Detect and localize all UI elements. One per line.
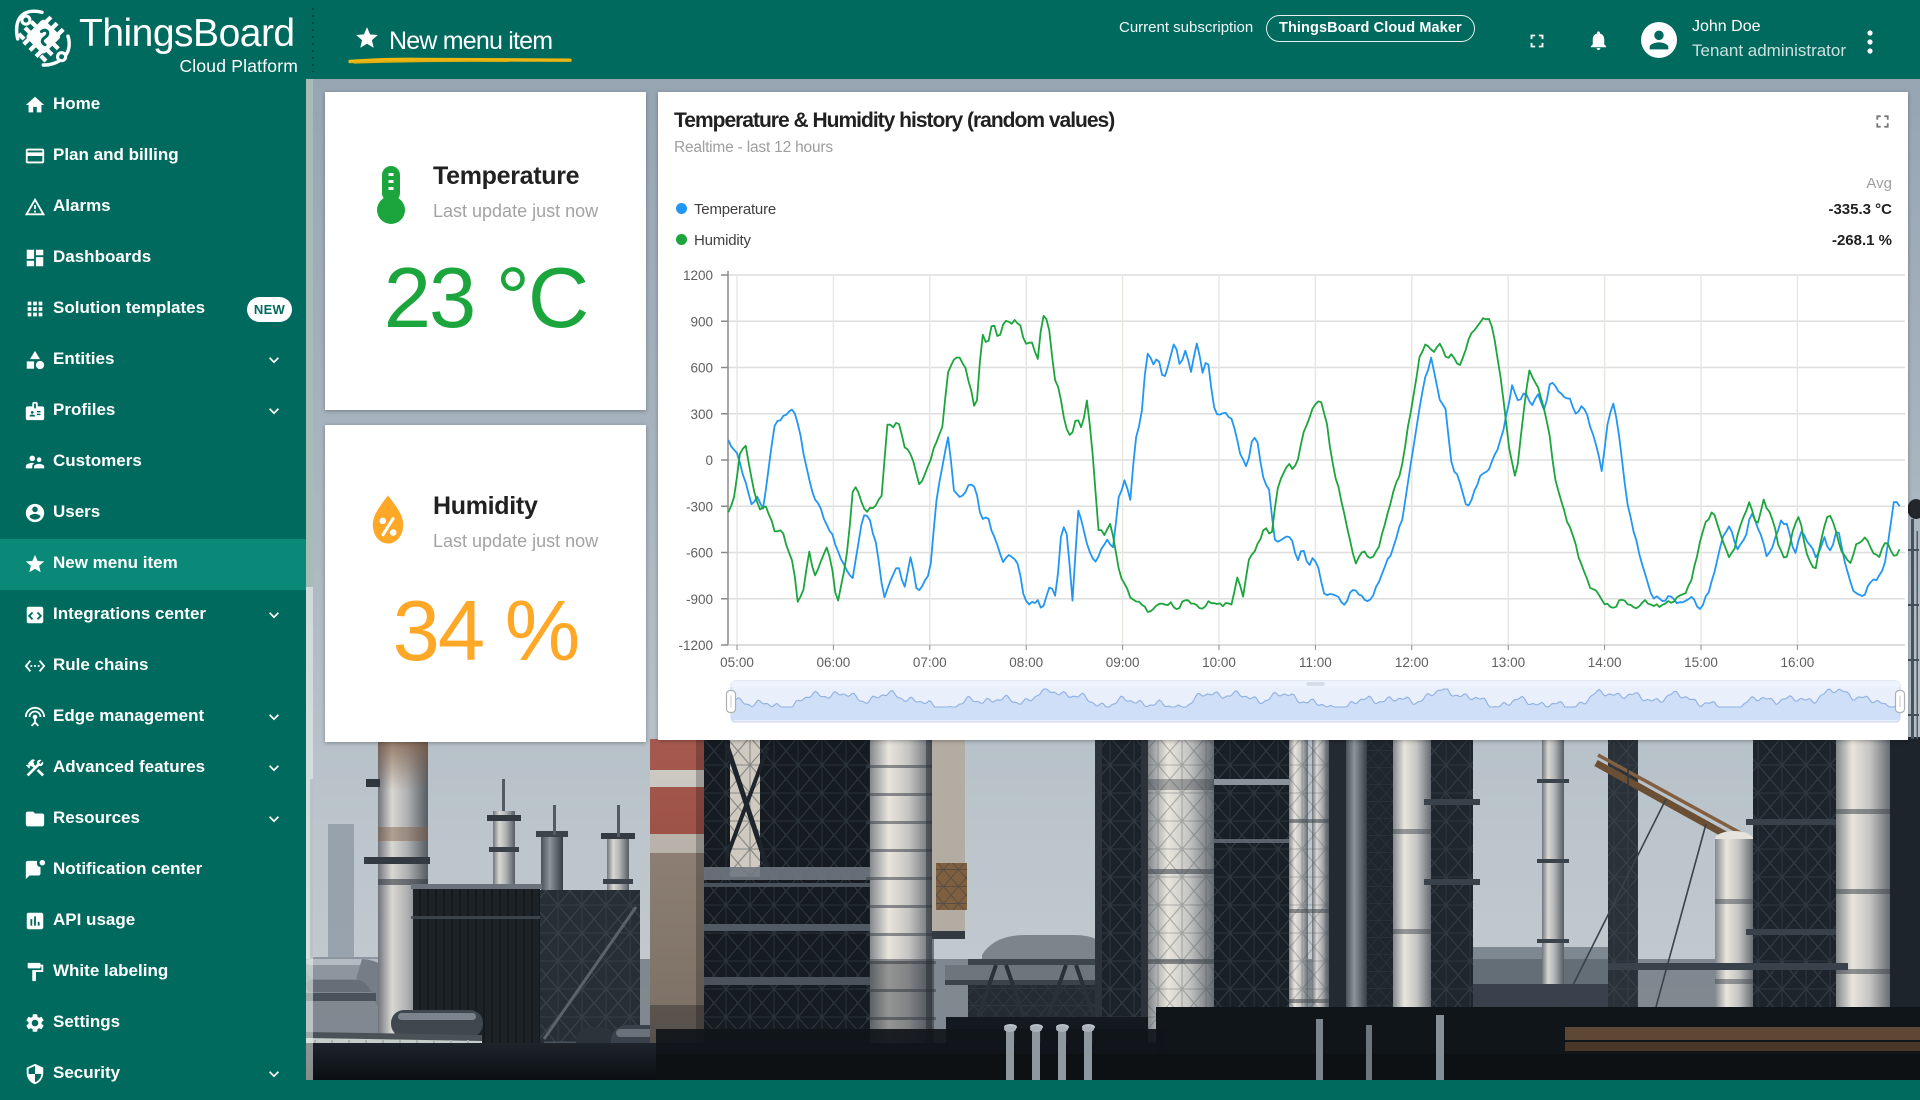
svg-text:0: 0: [705, 453, 713, 468]
svg-text:08:00: 08:00: [1009, 655, 1043, 670]
svg-text:09:00: 09:00: [1106, 655, 1140, 670]
svg-text:05:00: 05:00: [720, 655, 754, 670]
svg-text:16:00: 16:00: [1781, 655, 1815, 670]
svg-text:13:00: 13:00: [1491, 655, 1525, 670]
svg-text:-600: -600: [686, 546, 713, 561]
svg-text:14:00: 14:00: [1588, 655, 1622, 670]
svg-text:15:00: 15:00: [1684, 655, 1718, 670]
svg-text:300: 300: [690, 407, 713, 422]
svg-text:-300: -300: [686, 499, 713, 514]
svg-text:600: 600: [690, 361, 713, 376]
svg-text:10:00: 10:00: [1202, 655, 1236, 670]
svg-text:11:00: 11:00: [1299, 655, 1332, 670]
svg-text:-1200: -1200: [678, 638, 713, 653]
svg-text:900: 900: [690, 314, 713, 329]
svg-text:-900: -900: [686, 592, 713, 607]
svg-text:12:00: 12:00: [1395, 655, 1429, 670]
svg-text:1200: 1200: [683, 268, 713, 283]
svg-text:07:00: 07:00: [913, 655, 947, 670]
svg-text:06:00: 06:00: [817, 655, 851, 670]
